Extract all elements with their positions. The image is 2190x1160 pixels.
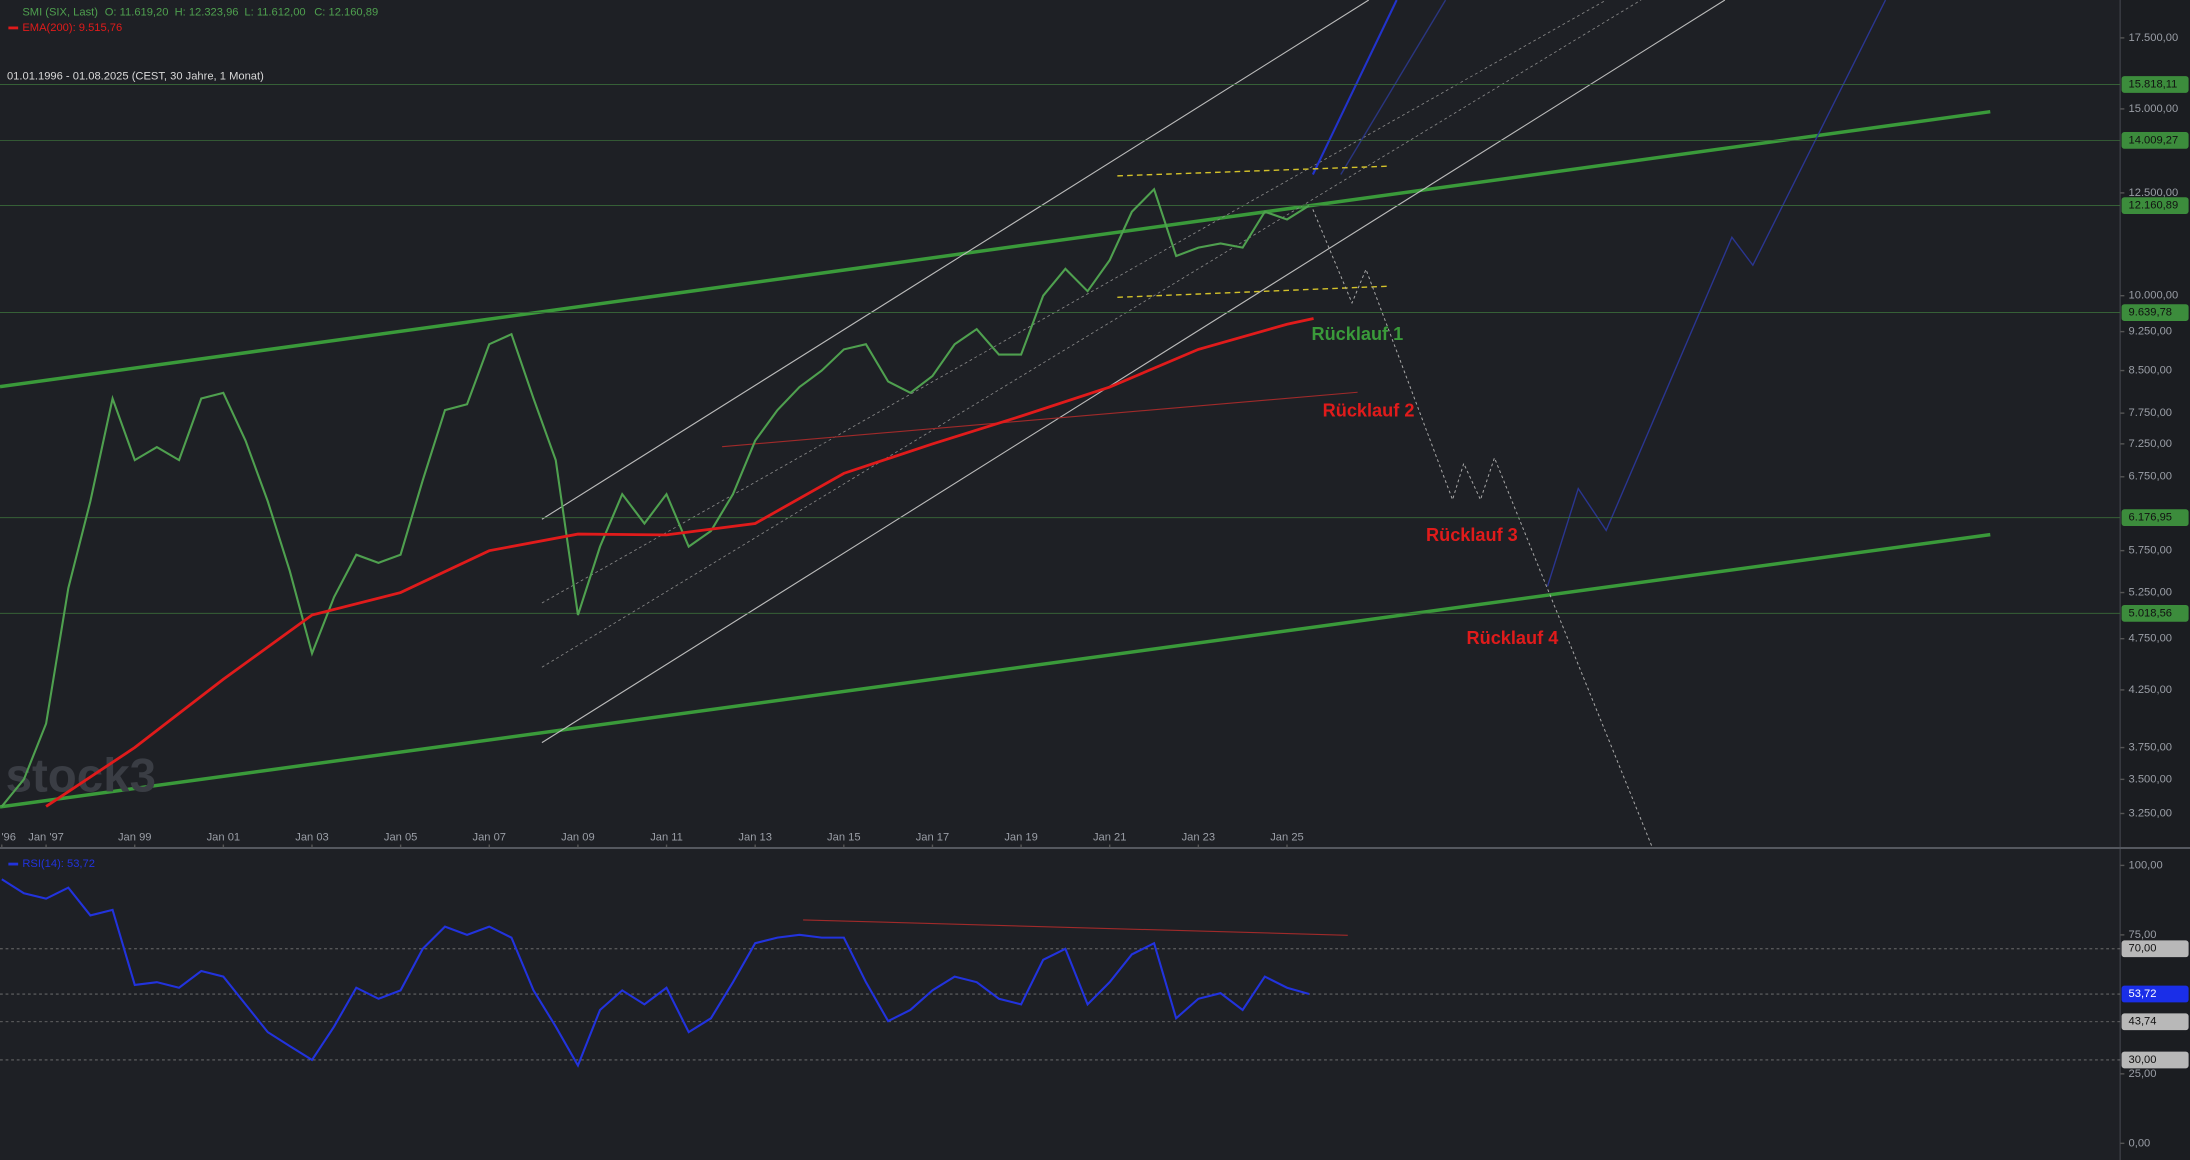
y-tick-label: 4.250,00 xyxy=(2129,684,2172,696)
x-tick-label: Jan 09 xyxy=(561,831,595,843)
y-tick-label: 6.750,00 xyxy=(2129,471,2172,483)
x-tick-label: Jan 25 xyxy=(1270,831,1304,843)
range-line xyxy=(1117,165,1390,177)
trend-line xyxy=(0,532,1991,809)
y-tick-label: 5.750,00 xyxy=(2129,545,2172,557)
projection xyxy=(1312,209,1653,848)
series-line xyxy=(1,878,1310,1068)
x-tick-label: Jan '97 xyxy=(28,831,64,843)
range-line xyxy=(1117,285,1390,299)
series-line xyxy=(1,187,1310,808)
price-tag xyxy=(2121,76,2189,93)
y-tick-label: 7.750,00 xyxy=(2129,407,2172,419)
legend-entry: RSI(14): 53,72 xyxy=(22,858,95,870)
watermark: stock3 xyxy=(6,749,156,802)
y-tick-label: 100,00 xyxy=(2129,859,2163,871)
x-tick-label: Jan 07 xyxy=(473,831,507,843)
y-tick-label: 5.250,00 xyxy=(2129,587,2172,599)
trend-line xyxy=(0,109,1991,389)
annotation: Rücklauf 3 xyxy=(1426,525,1518,545)
y-tick-label: 10.000,00 xyxy=(2129,290,2179,302)
price-tag xyxy=(2121,197,2189,214)
y-tick-label: 4.750,00 xyxy=(2129,633,2172,645)
x-tick-label: Jan 23 xyxy=(1182,831,1216,843)
price-tag-label: 14.009,27 xyxy=(2129,134,2179,146)
ohlc-value: O: 11.619,20 xyxy=(105,7,169,19)
price-tag-label: 70,00 xyxy=(2129,943,2157,955)
projection xyxy=(1546,0,1887,587)
legend-swatch xyxy=(8,862,19,866)
annotation: Rücklauf 1 xyxy=(1311,324,1403,344)
red-line xyxy=(722,391,1358,448)
legend-swatch xyxy=(8,26,19,30)
blue-line xyxy=(1340,0,1447,175)
x-tick-label: Jan 15 xyxy=(827,831,861,843)
y-tick-label: 9.250,00 xyxy=(2129,326,2172,338)
price-tag xyxy=(2121,1051,2189,1069)
x-tick-label: Jan 05 xyxy=(384,831,418,843)
blue-line xyxy=(1311,0,1398,175)
channel-line xyxy=(541,0,1726,744)
channel-line xyxy=(541,0,1370,520)
ohlc-value: L: 11.612,00 xyxy=(244,7,305,19)
y-tick-label: 8.500,00 xyxy=(2129,365,2172,377)
axis-panel xyxy=(2120,0,2190,1160)
y-tick-label: 3.250,00 xyxy=(2129,807,2172,819)
price-tag xyxy=(2121,132,2189,149)
price-tag-label: 53,72 xyxy=(2129,988,2157,1000)
y-tick-label: 3.500,00 xyxy=(2129,773,2172,785)
price-tag xyxy=(2121,1013,2189,1031)
x-tick-label: Jan 21 xyxy=(1093,831,1127,843)
y-tick-label: 7.250,00 xyxy=(2129,438,2172,450)
series-line xyxy=(45,317,1314,808)
legend-entry: EMA(200): 9.515,76 xyxy=(22,22,122,34)
y-tick-label: 17.500,00 xyxy=(2129,32,2179,44)
channel-line xyxy=(541,0,1642,668)
x-tick-label: Jan 19 xyxy=(1004,831,1038,843)
price-tag xyxy=(2121,940,2189,958)
annotation: Rücklauf 2 xyxy=(1323,401,1415,421)
x-tick-label: Jan 13 xyxy=(738,831,772,843)
price-tag-label: 15.818,11 xyxy=(2129,78,2178,90)
chart-title: SMI (SIX, Last) xyxy=(22,7,98,19)
channel-line xyxy=(541,0,1607,604)
x-tick-label: '96 xyxy=(1,831,16,843)
price-tag xyxy=(2121,604,2189,622)
x-tick-label: Jan 03 xyxy=(295,831,329,843)
red-line xyxy=(803,919,1348,936)
price-tag xyxy=(2121,304,2189,321)
y-tick-label: 0,00 xyxy=(2129,1137,2151,1149)
x-tick-label: Jan 11 xyxy=(650,831,683,843)
ohlc-value: C: 12.160,89 xyxy=(314,7,378,19)
price-tag-label: 6.176,95 xyxy=(2129,512,2172,524)
price-tag-label: 5.018,56 xyxy=(2129,607,2172,619)
y-tick-label: 12.500,00 xyxy=(2129,187,2179,199)
ohlc-value: H: 12.323,96 xyxy=(175,7,239,19)
price-tag-label: 12.160,89 xyxy=(2129,200,2179,212)
subtitle: 01.01.1996 - 01.08.2025 (CEST, 30 Jahre,… xyxy=(7,71,264,83)
x-tick-label: Jan 17 xyxy=(916,831,950,843)
price-tag-label: 43,74 xyxy=(2129,1016,2157,1028)
drawings xyxy=(0,0,1991,936)
price-tag xyxy=(2121,985,2189,1003)
price-tag xyxy=(2121,509,2189,527)
x-tick-label: Jan 99 xyxy=(118,831,152,843)
y-tick-label: 25,00 xyxy=(2129,1068,2157,1080)
y-tick-label: 75,00 xyxy=(2129,929,2157,941)
price-tag-label: 30,00 xyxy=(2129,1054,2157,1066)
y-tick-label: 15.000,00 xyxy=(2129,103,2179,115)
annotation: Rücklauf 4 xyxy=(1467,628,1559,648)
x-tick-label: Jan 01 xyxy=(207,831,241,843)
price-tag-label: 9.639,78 xyxy=(2129,307,2172,319)
y-tick-label: 3.750,00 xyxy=(2129,742,2172,754)
